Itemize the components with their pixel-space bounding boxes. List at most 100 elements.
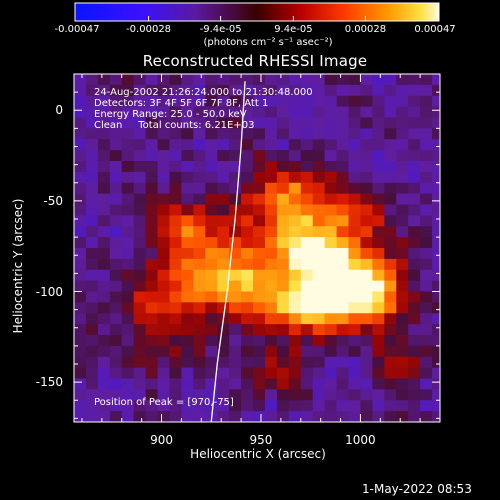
heatmap-cell	[217, 335, 230, 347]
colorbar-tick-label: -9.4e-05	[199, 24, 242, 35]
heatmap-cell	[145, 335, 159, 347]
heatmap-cell	[74, 269, 87, 282]
heatmap-cell	[396, 356, 409, 369]
heatmap-cell	[121, 291, 135, 303]
heatmap-cell	[348, 204, 362, 216]
heatmap-cell	[276, 302, 290, 314]
heatmap-cell	[205, 313, 218, 325]
heatmap-cell	[384, 324, 397, 336]
heatmap-cell	[121, 313, 135, 325]
heatmap-cell	[193, 95, 206, 108]
heatmap-cell	[145, 150, 159, 162]
plot-frame	[73, 73, 441, 423]
heatmap-cell	[336, 258, 350, 271]
heatmap-cell	[145, 237, 159, 249]
heatmap-cell	[253, 161, 266, 173]
heatmap-cell	[276, 248, 290, 260]
heatmap-cell	[360, 106, 373, 119]
heatmap-cell	[241, 204, 254, 216]
heatmap-cell	[109, 171, 123, 184]
heatmap-cell	[420, 226, 433, 238]
heatmap-cell	[360, 367, 373, 380]
heatmap-cell	[432, 258, 440, 271]
heatmap-cell	[312, 258, 326, 271]
axis-ticks	[74, 73, 441, 422]
heatmap-cell	[97, 258, 111, 271]
heatmap-cell	[181, 117, 194, 129]
heatmap-cell	[241, 269, 254, 282]
heatmap-cell	[360, 411, 373, 422]
heatmap-cell	[384, 269, 397, 282]
heatmap-cell	[253, 269, 266, 282]
info-time-range: 24-Aug-2002 21:26:24.000 to 21:30:48.000	[94, 87, 313, 98]
heatmap-cell	[384, 248, 397, 260]
heatmap-cell	[288, 84, 302, 97]
heatmap-cell	[432, 215, 440, 227]
heatmap-cell	[432, 291, 440, 303]
heatmap-cell	[97, 356, 111, 369]
heatmap-cell	[420, 117, 433, 129]
heatmap-cell	[205, 128, 218, 140]
heatmap-cell	[157, 400, 171, 412]
heatmap-cell	[372, 139, 385, 151]
heatmap-cell	[276, 226, 290, 238]
heatmap-cell	[109, 139, 123, 151]
heatmap-cell	[324, 182, 338, 195]
heatmap-cell	[396, 161, 409, 173]
heatmap-cell	[217, 128, 230, 140]
heatmap-cell	[420, 215, 433, 227]
heatmap-cell	[324, 400, 338, 412]
heatmap-cell	[384, 215, 397, 227]
heatmap-cell	[432, 389, 440, 401]
heatmap-cell	[420, 193, 433, 206]
heatmap-cell	[300, 74, 314, 86]
heatmap-cell	[157, 335, 171, 347]
heatmap-cell	[276, 258, 290, 271]
heatmap-cell	[97, 248, 111, 260]
heatmap-cell	[193, 389, 206, 401]
heatmap-cell	[181, 215, 194, 227]
heatmap-cell	[300, 356, 314, 369]
heatmap-cell	[276, 313, 290, 325]
heatmap-cell	[312, 345, 326, 358]
heatmap-cell	[384, 345, 397, 358]
heatmap-cell	[85, 193, 99, 206]
heatmap-cell	[169, 356, 183, 369]
heatmap-cell	[229, 226, 242, 238]
heatmap-cell	[241, 215, 254, 227]
heatmap-cell	[229, 117, 242, 129]
heatmap-cell	[432, 193, 440, 206]
heatmap-cell	[253, 258, 266, 271]
heatmap-cell	[74, 204, 87, 216]
heatmap-cell	[181, 193, 194, 206]
heatmap-cell	[253, 280, 266, 293]
heatmap-cell	[264, 150, 278, 162]
heatmap-cell	[348, 313, 362, 325]
heatmap-cell	[348, 171, 362, 184]
heatmap-cell	[432, 117, 440, 129]
heatmap-cell	[133, 150, 147, 162]
heatmap-cell	[121, 215, 135, 227]
heatmap-cell	[157, 161, 171, 173]
heatmap-cell	[181, 106, 194, 119]
heatmap-cell	[253, 400, 266, 412]
heatmap-cell	[145, 324, 159, 336]
heatmap-cell	[324, 280, 338, 293]
heatmap-cell	[408, 215, 421, 227]
heatmap-cell	[181, 367, 194, 380]
heatmap-cell	[217, 280, 230, 293]
heatmap-cell	[276, 324, 290, 336]
heatmap-cell	[217, 411, 230, 422]
heatmap-cell	[205, 356, 218, 369]
heatmap-cell	[288, 400, 302, 412]
heatmap-cell	[264, 204, 278, 216]
heatmap-cell	[109, 182, 123, 195]
heatmap-cell	[288, 335, 302, 347]
heatmap-cell	[348, 117, 362, 129]
heatmap-cell	[74, 128, 87, 140]
heatmap-cell	[193, 161, 206, 173]
heatmap-cell	[408, 269, 421, 282]
heatmap-cell	[133, 161, 147, 173]
heatmap-cell	[408, 302, 421, 314]
heatmap-cell	[169, 161, 183, 173]
